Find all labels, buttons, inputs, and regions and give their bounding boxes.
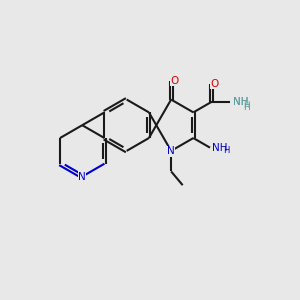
Text: H: H [244, 100, 250, 109]
Text: O: O [170, 76, 178, 86]
Text: NH: NH [212, 143, 228, 153]
Text: O: O [210, 79, 218, 89]
Text: N: N [78, 172, 86, 182]
Text: H: H [224, 146, 230, 155]
Text: H: H [243, 103, 250, 112]
Text: N: N [167, 146, 175, 157]
Text: NH: NH [232, 97, 248, 107]
Text: NH: NH [232, 97, 248, 107]
